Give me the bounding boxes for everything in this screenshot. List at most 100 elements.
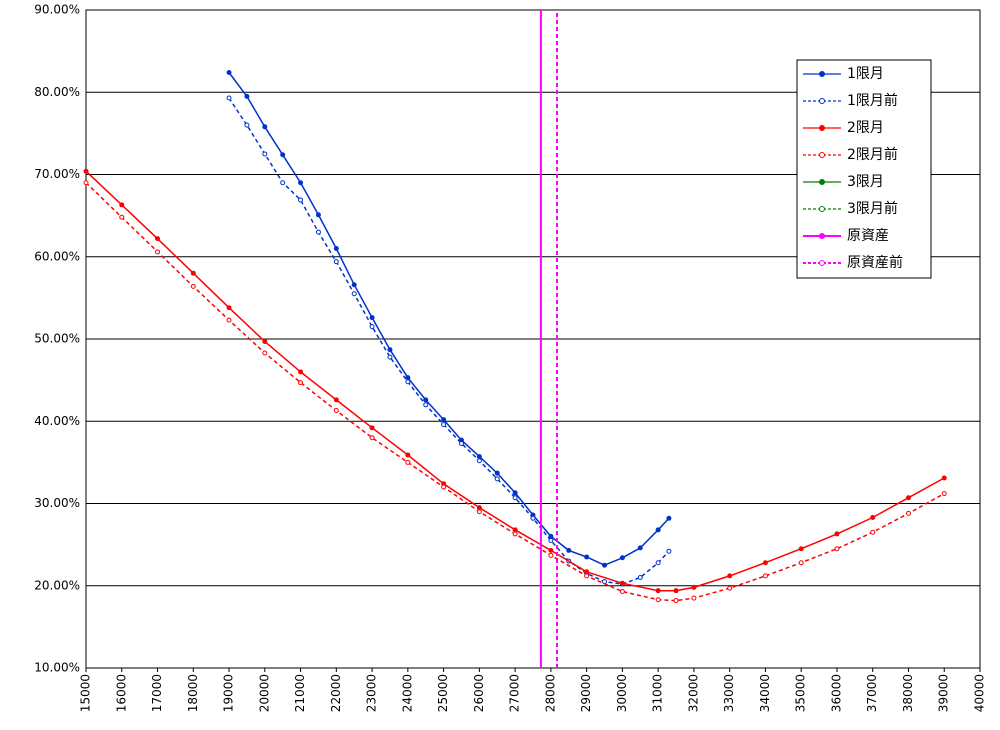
x-tick-label: 18000 xyxy=(186,674,200,712)
data-point xyxy=(298,369,304,375)
data-point xyxy=(298,180,304,186)
data-point xyxy=(333,408,339,414)
data-point xyxy=(405,452,411,458)
x-tick-label: 35000 xyxy=(794,674,808,712)
data-point xyxy=(476,458,482,464)
x-tick-label: 28000 xyxy=(543,674,557,712)
legend-label: 原資産 xyxy=(847,228,889,244)
series-line xyxy=(228,72,670,567)
legend-label: 1限月前 xyxy=(847,92,898,109)
x-tick-label: 16000 xyxy=(114,674,128,712)
data-point xyxy=(655,588,661,594)
data-point xyxy=(155,236,161,242)
data-point xyxy=(941,475,947,481)
x-tick-label: 34000 xyxy=(758,674,772,712)
data-point xyxy=(119,214,125,220)
data-point xyxy=(834,546,840,552)
data-point xyxy=(655,527,661,533)
data-point xyxy=(666,515,672,521)
data-point xyxy=(298,380,304,386)
y-tick-label: 30.00% xyxy=(34,496,80,510)
data-point xyxy=(834,531,840,537)
data-point xyxy=(83,168,89,174)
legend-marker xyxy=(819,71,825,77)
data-point xyxy=(584,554,590,560)
legend-marker xyxy=(819,152,825,158)
data-point xyxy=(673,588,679,594)
data-point xyxy=(762,560,768,566)
series-line xyxy=(85,170,945,592)
y-tick-label: 90.00% xyxy=(34,3,80,17)
data-point xyxy=(530,515,536,521)
data-point xyxy=(548,538,554,544)
data-point xyxy=(423,397,429,403)
legend-marker xyxy=(819,206,825,212)
x-tick-label: 38000 xyxy=(901,674,915,712)
data-point xyxy=(333,246,339,252)
data-point xyxy=(369,315,375,321)
legend-label: 原資産前 xyxy=(847,254,903,271)
data-point xyxy=(602,562,608,568)
data-point xyxy=(870,514,876,520)
data-point xyxy=(351,282,357,288)
data-point xyxy=(458,440,464,446)
data-point xyxy=(333,259,339,265)
legend-label: 2限月前 xyxy=(847,146,898,163)
data-point xyxy=(512,495,518,501)
data-point xyxy=(441,484,447,490)
data-point xyxy=(691,584,697,590)
y-tick-label: 40.00% xyxy=(34,414,80,428)
data-point xyxy=(226,317,232,323)
data-point xyxy=(190,270,196,276)
x-tick-label: 22000 xyxy=(329,674,343,712)
data-point xyxy=(423,402,429,408)
data-point xyxy=(566,547,572,553)
data-point xyxy=(387,354,393,360)
data-point xyxy=(387,347,393,353)
legend-box xyxy=(796,59,932,279)
x-tick-label: 39000 xyxy=(937,674,951,712)
data-point xyxy=(315,229,321,235)
data-point xyxy=(441,422,447,428)
x-tick-label: 26000 xyxy=(472,674,486,712)
x-tick-label: 27000 xyxy=(508,674,522,712)
x-tick-label: 21000 xyxy=(293,674,307,712)
data-point xyxy=(190,283,196,289)
data-point xyxy=(369,435,375,441)
data-point xyxy=(727,585,733,591)
data-point xyxy=(226,305,232,311)
series-line xyxy=(85,182,945,602)
data-point xyxy=(637,575,643,581)
x-tick-label: 24000 xyxy=(400,674,414,712)
data-point xyxy=(798,546,804,552)
data-point xyxy=(476,509,482,515)
y-tick-label: 10.00% xyxy=(34,661,80,675)
data-point xyxy=(512,531,518,537)
legend-label: 1限月 xyxy=(847,66,884,82)
data-point xyxy=(226,95,232,101)
data-point xyxy=(548,547,554,553)
data-point xyxy=(619,580,625,586)
legend-marker xyxy=(819,260,825,266)
y-tick-label: 60.00% xyxy=(34,249,80,263)
legend-label: 2限月 xyxy=(847,120,884,136)
data-point xyxy=(619,555,625,561)
legend-marker xyxy=(819,98,825,104)
data-point xyxy=(262,338,268,344)
y-tick-label: 50.00% xyxy=(34,332,80,346)
data-point xyxy=(905,510,911,516)
data-point xyxy=(584,569,590,575)
data-point xyxy=(476,505,482,511)
legend-label: 3限月 xyxy=(847,174,884,190)
x-tick-label: 37000 xyxy=(865,674,879,712)
data-point xyxy=(673,598,679,604)
data-point xyxy=(619,589,625,595)
x-tick-label: 31000 xyxy=(651,674,665,712)
x-tick-label: 32000 xyxy=(686,674,700,712)
legend-marker xyxy=(819,125,825,131)
x-tick-label: 15000 xyxy=(79,674,93,712)
x-tick-label: 20000 xyxy=(257,674,271,712)
legend-marker xyxy=(819,179,825,185)
